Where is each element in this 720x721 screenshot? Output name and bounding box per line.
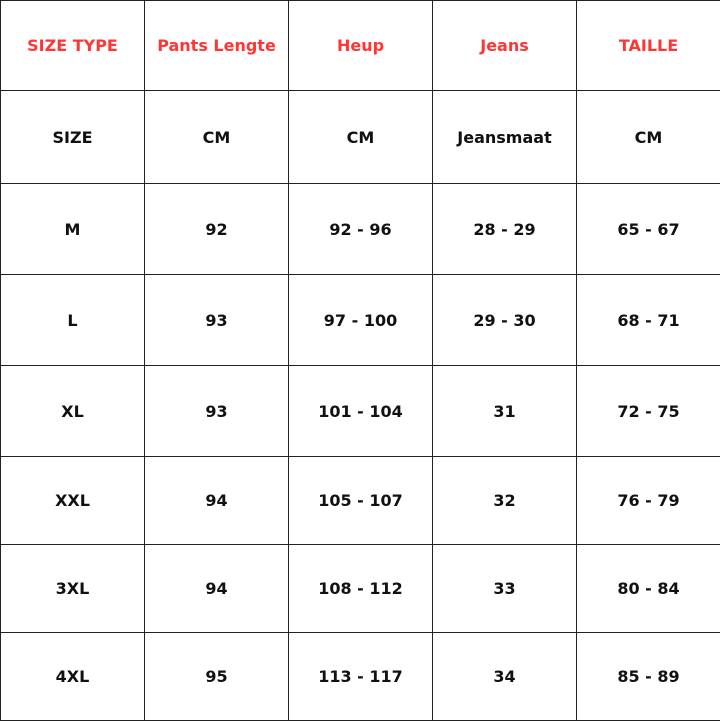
table-cell: 80 - 84 — [577, 545, 720, 633]
table-cell: 101 - 104 — [289, 366, 433, 457]
table-cell: Jeans — [433, 1, 577, 91]
table-cell: 105 - 107 — [289, 457, 433, 545]
table-cell: CM — [577, 91, 720, 184]
table-cell: 94 — [145, 457, 289, 545]
table-cell: 94 — [145, 545, 289, 633]
table-cell: 97 - 100 — [289, 275, 433, 366]
table-cell: 72 - 75 — [577, 366, 720, 457]
table-cell: Pants Lengte — [145, 1, 289, 91]
table-cell: 93 — [145, 275, 289, 366]
table-cell: Heup — [289, 1, 433, 91]
table-cell: CM — [145, 91, 289, 184]
table-cell: M — [1, 184, 145, 275]
table-cell: 113 - 117 — [289, 633, 433, 721]
table-cell: 34 — [433, 633, 577, 721]
table-cell: SIZE — [1, 91, 145, 184]
table-cell: 92 — [145, 184, 289, 275]
table-cell: 93 — [145, 366, 289, 457]
table-cell: XL — [1, 366, 145, 457]
table-cell: 28 - 29 — [433, 184, 577, 275]
table-cell: TAILLE — [577, 1, 720, 91]
table-cell: 85 - 89 — [577, 633, 720, 721]
table-cell: CM — [289, 91, 433, 184]
table-cell: 4XL — [1, 633, 145, 721]
table-cell: 68 - 71 — [577, 275, 720, 366]
table-cell: 76 - 79 — [577, 457, 720, 545]
table-cell: 95 — [145, 633, 289, 721]
table-cell: 92 - 96 — [289, 184, 433, 275]
table-cell: 65 - 67 — [577, 184, 720, 275]
table-cell: 33 — [433, 545, 577, 633]
table-cell: 108 - 112 — [289, 545, 433, 633]
table-cell: L — [1, 275, 145, 366]
table-cell: Jeansmaat — [433, 91, 577, 184]
table-cell: XXL — [1, 457, 145, 545]
table-cell: 3XL — [1, 545, 145, 633]
table-cell: 32 — [433, 457, 577, 545]
table-cell: 29 - 30 — [433, 275, 577, 366]
table-cell: 31 — [433, 366, 577, 457]
table-cell: SIZE TYPE — [1, 1, 145, 91]
